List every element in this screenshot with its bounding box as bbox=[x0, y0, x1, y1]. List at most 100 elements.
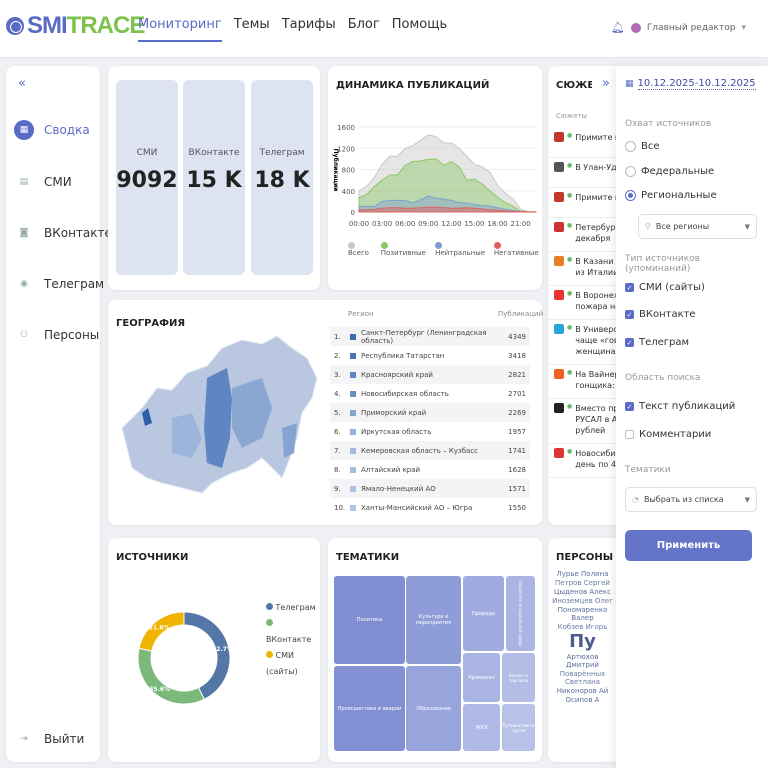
location-pin-icon: ⚲ bbox=[645, 222, 651, 231]
nav-pricing[interactable]: Тарифы bbox=[281, 17, 336, 32]
region-row[interactable]: 9. Ямало-Ненецкий АО 1571 bbox=[330, 479, 530, 498]
topics-select[interactable]: ◔ Выбрать из списка ▼ bbox=[625, 487, 757, 512]
x-tick-label: 12:00 bbox=[441, 220, 461, 228]
radio-federal[interactable]: Федеральные bbox=[625, 166, 714, 177]
person-word[interactable]: Кобзев Игорь bbox=[557, 623, 608, 631]
story-item[interactable]: ●Примите позд bbox=[548, 128, 616, 158]
topic-housing[interactable]: ЖКХ bbox=[463, 704, 500, 751]
checkbox-smi[interactable]: ✓ СМИ (сайты) bbox=[625, 282, 705, 293]
region-row[interactable]: 8. Алтайский край 1628 bbox=[330, 460, 530, 479]
area-label: Область поиска bbox=[625, 373, 701, 383]
collapse-sidebar-icon[interactable]: « bbox=[18, 76, 26, 91]
legend-telegram[interactable]: Телеграм bbox=[266, 600, 320, 616]
story-item[interactable]: ●Петербуржцы декабря bbox=[548, 218, 616, 252]
slice-label: 35.6% bbox=[149, 686, 170, 693]
region-row[interactable]: 5. Приморский край 2269 bbox=[330, 403, 530, 422]
stat-telegram[interactable]: Телеграм 18 K bbox=[251, 80, 313, 275]
sidebar-item-summary[interactable]: ▦ Сводка bbox=[14, 120, 90, 140]
region-select[interactable]: ⚲ Все регионы ▼ bbox=[638, 214, 757, 239]
donut-slice-СМИ (сайты)[interactable] bbox=[138, 611, 185, 652]
filter-panel: ▦ 10.12.2025-10.12.2025 Охват источников … bbox=[616, 66, 768, 768]
person-word[interactable]: Осипов А bbox=[565, 696, 600, 704]
person-word[interactable]: Пономаренко Валер bbox=[557, 606, 608, 622]
apply-button[interactable]: Применить bbox=[625, 530, 752, 561]
topic-nature[interactable]: Природа bbox=[463, 576, 504, 651]
person-word[interactable]: Артюхов Дмитрий bbox=[566, 653, 599, 669]
story-item[interactable]: ●На Вайнера гонщика: он б bbox=[548, 365, 616, 399]
person-word[interactable]: Лурье Полина bbox=[556, 570, 609, 578]
legend-smi[interactable]: СМИ (сайты) bbox=[266, 651, 298, 676]
area-series-Негативные[interactable] bbox=[358, 206, 537, 213]
legend-positive[interactable]: Позитивные bbox=[380, 241, 429, 257]
logo[interactable]: SMI TRACE bbox=[6, 12, 145, 40]
sidebar-item-persons[interactable]: ⚇ Персоны bbox=[14, 325, 99, 345]
topic-crime[interactable]: Криминал bbox=[463, 653, 500, 702]
checkbox-text[interactable]: ✓ Текст публикаций bbox=[625, 401, 736, 412]
sidebar-item-smi[interactable]: ▤ СМИ bbox=[14, 172, 72, 192]
topic-politics[interactable]: Политика bbox=[334, 576, 405, 664]
person-word[interactable]: Никоноров Ай bbox=[556, 687, 609, 695]
legend-all[interactable]: Всего bbox=[348, 241, 375, 257]
topic-society[interactable]: Общество и социальная сфера bbox=[506, 576, 535, 651]
person-word[interactable]: Петров Сергей bbox=[555, 579, 610, 587]
person-word[interactable]: Поварённых Светлана bbox=[559, 670, 606, 686]
story-item[interactable]: ●В Университе чаще «говор женщинами bbox=[548, 320, 616, 365]
x-tick-label: 06:00 bbox=[395, 220, 415, 228]
stat-vk[interactable]: ВКонтакте 15 K bbox=[183, 80, 245, 275]
topic-culture[interactable]: Культура и мероприятия bbox=[406, 576, 461, 664]
topic-incidents[interactable]: Происшествия и аварии bbox=[334, 666, 405, 751]
person-word[interactable]: Иноземцев Олег bbox=[552, 597, 613, 605]
region-count: 1571 bbox=[508, 484, 526, 493]
checkbox-telegram[interactable]: ✓ Телеграм bbox=[625, 337, 690, 348]
logout-button[interactable]: ⇥ Выйти bbox=[14, 729, 84, 749]
region-row[interactable]: 1. Санкт-Петербург (Ленинградская область… bbox=[330, 327, 530, 346]
donut-slice-ВКонтакте[interactable] bbox=[137, 647, 205, 705]
region-table: 1. Санкт-Петербург (Ленинградская область… bbox=[330, 327, 530, 517]
topic-business[interactable]: Бизнес и торговля bbox=[502, 653, 535, 702]
collapse-filters-button[interactable]: » bbox=[592, 66, 620, 104]
checkbox-comments[interactable]: Комментарии bbox=[625, 429, 711, 440]
region-row[interactable]: 7. Кемеровская область – Кузбасс 1741 bbox=[330, 441, 530, 460]
status-dot: ● bbox=[567, 403, 573, 410]
story-item[interactable]: ●Примите позд bbox=[548, 188, 616, 218]
legend-neutral[interactable]: Нейтральные bbox=[435, 241, 488, 257]
sidebar-item-telegram[interactable]: ◉ Телеграм bbox=[14, 274, 104, 294]
person-word[interactable]: Пу bbox=[569, 631, 596, 652]
area-series-Позитивные[interactable] bbox=[358, 158, 537, 213]
topic-education[interactable]: Образование bbox=[406, 666, 461, 751]
radio-all[interactable]: Все bbox=[625, 141, 660, 152]
story-item[interactable]: ●Новосибирц день по 4 уо bbox=[548, 444, 616, 478]
nav-topics[interactable]: Темы bbox=[233, 17, 270, 32]
story-item[interactable]: ●Вместо прио РУСАЛ в Ачи рублей bbox=[548, 399, 616, 444]
region-count: 1741 bbox=[508, 446, 526, 455]
story-item[interactable]: ●В Казани отм из Италии, на bbox=[548, 252, 616, 286]
region-row[interactable]: 10. Ханты-Мансийский АО – Югра 1550 bbox=[330, 498, 530, 517]
region-count: 2821 bbox=[508, 370, 526, 379]
person-word[interactable]: Цыденов Алекс bbox=[554, 588, 611, 596]
rank: 8. bbox=[334, 465, 341, 474]
bell-icon[interactable]: 🔔︎ bbox=[610, 21, 625, 34]
date-range[interactable]: ▦ 10.12.2025-10.12.2025 bbox=[625, 78, 756, 90]
story-item[interactable]: ●В Улан-Удэ ту bbox=[548, 158, 616, 188]
checkbox-vk[interactable]: ✓ ВКонтакте bbox=[625, 309, 696, 320]
stat-smi[interactable]: СМИ 9092 bbox=[116, 80, 178, 275]
donut-slice-Телеграм[interactable] bbox=[183, 611, 231, 700]
chevron-down-icon: ▾ bbox=[741, 22, 746, 33]
region-row[interactable]: 2. Республика Татарстан 3418 bbox=[330, 346, 530, 365]
legend-negative[interactable]: Негативные bbox=[493, 241, 542, 257]
story-text: из Италии, на bbox=[575, 268, 616, 277]
user-menu[interactable]: 🔔︎ Главный редактор ▾ bbox=[611, 21, 746, 34]
topic-travel[interactable]: Путешествия и туризм bbox=[502, 704, 535, 751]
region-row[interactable]: 3. Красноярский край 2821 bbox=[330, 365, 530, 384]
nav-blog[interactable]: Блог bbox=[347, 17, 380, 32]
nav-help[interactable]: Помощь bbox=[391, 17, 448, 32]
story-item[interactable]: ●В Воронеже с пожара наш bbox=[548, 286, 616, 320]
region-row[interactable]: 6. Иркутская область 1957 bbox=[330, 422, 530, 441]
legend-vk[interactable]: ВКонтакте bbox=[266, 616, 320, 648]
nav-monitoring[interactable]: Мониторинг bbox=[138, 17, 222, 42]
sidebar-item-vk[interactable]: ◙ ВКонтакте bbox=[14, 223, 112, 243]
dynamics-card: ДИНАМИКА ПУБЛИКАЦИЙ 0 400 800 1200 1600 00:00… bbox=[328, 66, 542, 290]
radio-regional[interactable]: Региональные bbox=[625, 190, 717, 201]
russia-map[interactable] bbox=[112, 318, 322, 508]
region-row[interactable]: 4. Новосибирская область 2701 bbox=[330, 384, 530, 403]
